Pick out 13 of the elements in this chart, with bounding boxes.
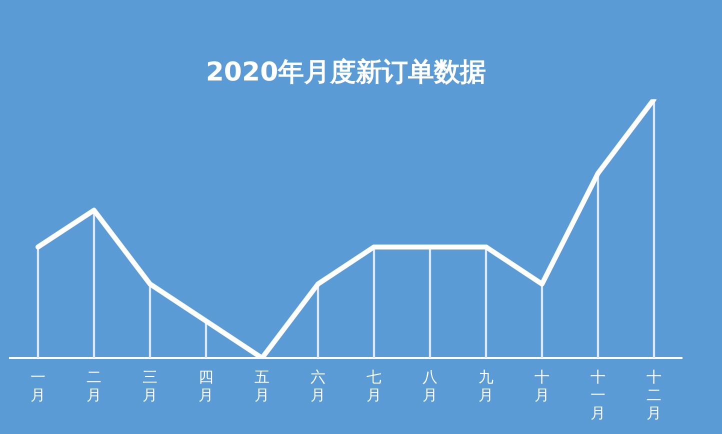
x-tick-label: 五月 bbox=[254, 368, 270, 404]
x-tick-label: 七月 bbox=[366, 368, 382, 404]
x-tick-label: 一月 bbox=[30, 368, 46, 404]
x-tick-label: 四月 bbox=[198, 368, 214, 404]
chart-title: 2020年月度新订单数据 bbox=[206, 57, 486, 88]
x-tick-label: 六月 bbox=[310, 368, 326, 404]
x-tick-label: 三月 bbox=[142, 368, 158, 404]
x-tick-label: 九月 bbox=[478, 368, 494, 404]
x-tick-label: 二月 bbox=[86, 368, 102, 404]
x-tick-label: 十二月 bbox=[646, 368, 662, 422]
x-tick-label: 十月 bbox=[534, 368, 550, 404]
x-tick-label: 八月 bbox=[422, 368, 438, 404]
x-tick-label: 十一月 bbox=[590, 368, 606, 422]
